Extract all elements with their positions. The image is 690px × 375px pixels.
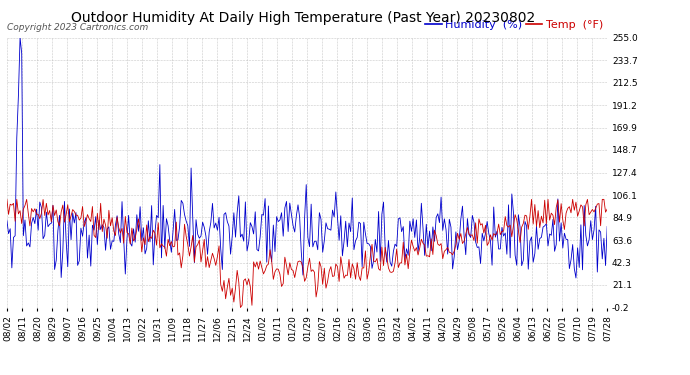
Legend: Humidity  (%), Temp  (°F): Humidity (%), Temp (°F) — [421, 16, 607, 35]
Text: Outdoor Humidity At Daily High Temperature (Past Year) 20230802: Outdoor Humidity At Daily High Temperatu… — [72, 11, 535, 25]
Text: Copyright 2023 Cartronics.com: Copyright 2023 Cartronics.com — [7, 23, 148, 32]
